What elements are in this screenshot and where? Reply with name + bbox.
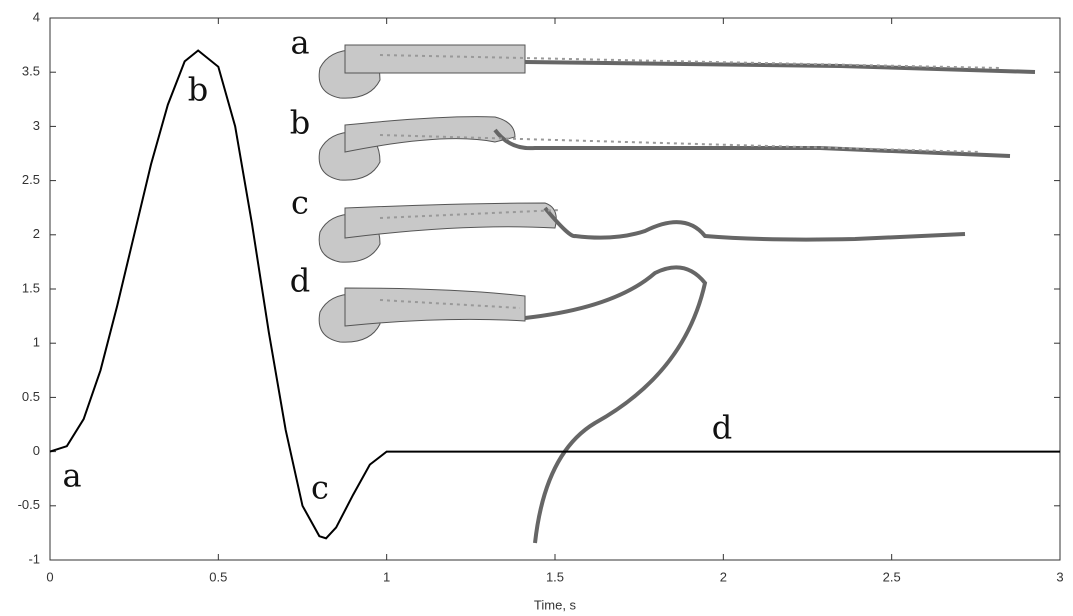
y-tick-label: 3 xyxy=(33,118,40,133)
spine-a xyxy=(318,44,1036,99)
series-line xyxy=(49,49,1060,540)
spine-illustrations xyxy=(318,44,1036,544)
x-tick-label: 2 xyxy=(720,569,727,584)
spine-c xyxy=(318,202,966,263)
annotation: c xyxy=(291,184,309,222)
y-tick-label: -1 xyxy=(28,551,40,566)
spine-d xyxy=(318,265,708,544)
annotation: c xyxy=(311,469,329,507)
annotation: a xyxy=(62,457,81,495)
y-tick-label: 2 xyxy=(33,226,40,241)
y-tick-label: 1 xyxy=(33,335,40,350)
annotation: b xyxy=(188,71,208,109)
x-axis-label: Time, s xyxy=(534,597,577,612)
y-tick-label: 4 xyxy=(33,9,40,24)
y-tick-label: 0.5 xyxy=(22,389,40,404)
annotation: d xyxy=(290,262,310,300)
y-tick-label: 1.5 xyxy=(22,280,40,295)
y-tick-label: 2.5 xyxy=(22,172,40,187)
x-tick-label: 0.5 xyxy=(209,569,227,584)
annotation: a xyxy=(290,24,309,62)
spine-b xyxy=(318,116,1011,181)
y-tick-label: 3.5 xyxy=(22,64,40,79)
x-tick-label: 2.5 xyxy=(883,569,901,584)
annotation: b xyxy=(290,104,310,142)
y-tick-label: -0.5 xyxy=(18,497,40,512)
x-tick-label: 3 xyxy=(1056,569,1063,584)
annotation: d xyxy=(712,409,732,447)
x-tick-label: 1 xyxy=(383,569,390,584)
x-tick-label: 0 xyxy=(46,569,53,584)
x-tick-label: 1.5 xyxy=(546,569,564,584)
y-tick-label: 0 xyxy=(33,443,40,458)
